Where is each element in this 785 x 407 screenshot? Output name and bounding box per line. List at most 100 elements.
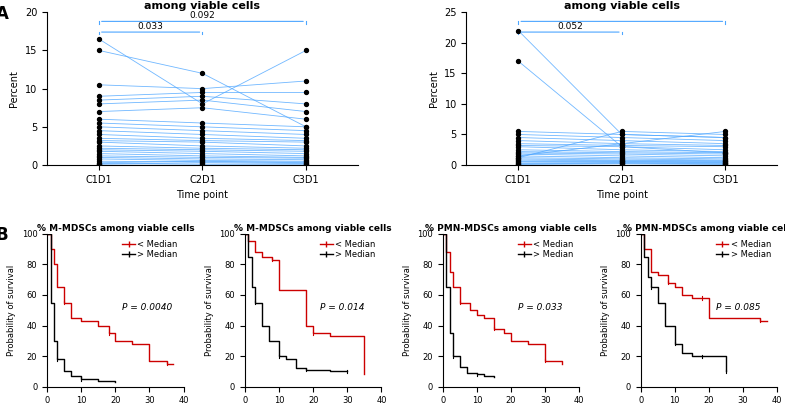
Text: 0.092: 0.092 [189, 11, 215, 20]
Point [300, 156, 312, 163]
Point [615, 143, 628, 150]
Point [719, 155, 732, 162]
Legend: < Median, > Median: < Median, > Median [121, 238, 180, 261]
Point [615, 140, 628, 147]
Point [615, 153, 628, 159]
Point [615, 160, 628, 166]
Point [93, 36, 105, 42]
Point [512, 160, 524, 166]
Point [300, 148, 312, 155]
Title: % PMN-MDSCs among viable cells: % PMN-MDSCs among viable cells [425, 224, 597, 233]
Title: % M-MDSCs among viable cells: % M-MDSCs among viable cells [37, 224, 194, 233]
Point [196, 147, 209, 153]
Point [196, 105, 209, 111]
Text: 0.052: 0.052 [557, 22, 583, 31]
Point [512, 131, 524, 138]
Point [93, 116, 105, 123]
Legend: < Median, > Median: < Median, > Median [714, 238, 773, 261]
Point [719, 157, 732, 163]
Point [300, 145, 312, 151]
Point [196, 154, 209, 161]
Point [615, 142, 628, 149]
Point [300, 124, 312, 130]
Point [300, 78, 312, 84]
Point [615, 155, 628, 162]
Point [615, 149, 628, 156]
Point [300, 131, 312, 138]
Point [196, 124, 209, 130]
Point [196, 93, 209, 100]
Title: % PMN-MDSCs
among viable cells: % PMN-MDSCs among viable cells [564, 0, 680, 11]
Text: P = 0.0040: P = 0.0040 [122, 302, 173, 312]
Point [615, 137, 628, 144]
Point [93, 135, 105, 142]
Point [196, 143, 209, 149]
Point [93, 147, 105, 153]
Point [93, 137, 105, 144]
Point [512, 161, 524, 167]
Point [93, 160, 105, 166]
Point [615, 160, 628, 166]
Point [512, 143, 524, 150]
Point [93, 124, 105, 130]
Point [512, 157, 524, 163]
Point [196, 161, 209, 168]
Point [719, 154, 732, 161]
Point [93, 153, 105, 159]
Point [615, 154, 628, 161]
Point [512, 153, 524, 159]
Point [196, 127, 209, 134]
Y-axis label: Probability of survival: Probability of survival [403, 265, 412, 356]
Point [300, 47, 312, 54]
Point [719, 160, 732, 166]
Point [512, 161, 524, 168]
Point [300, 135, 312, 142]
Point [196, 120, 209, 126]
Point [93, 101, 105, 107]
Y-axis label: Probability of survival: Probability of survival [7, 265, 16, 356]
Point [196, 89, 209, 96]
Text: B: B [0, 226, 9, 244]
Title: % M-MDSCs
among viable cells: % M-MDSCs among viable cells [144, 0, 261, 11]
Point [512, 142, 524, 149]
Point [719, 143, 732, 150]
Point [512, 140, 524, 147]
Legend: < Median, > Median: < Median, > Median [319, 238, 378, 261]
Point [93, 143, 105, 149]
Point [300, 116, 312, 123]
Point [196, 131, 209, 138]
Point [719, 161, 732, 167]
Point [196, 135, 209, 142]
Point [93, 139, 105, 145]
Point [196, 150, 209, 157]
Point [196, 137, 209, 144]
Point [300, 155, 312, 162]
X-axis label: Time point: Time point [177, 190, 228, 200]
Y-axis label: Percent: Percent [429, 70, 439, 107]
Y-axis label: Probability of survival: Probability of survival [205, 265, 214, 356]
Point [615, 159, 628, 165]
Point [93, 145, 105, 151]
Point [93, 127, 105, 134]
Point [615, 161, 628, 167]
Point [512, 134, 524, 141]
Point [93, 81, 105, 88]
Point [719, 158, 732, 164]
Point [196, 153, 209, 159]
Point [512, 154, 524, 161]
Point [300, 150, 312, 157]
Point [300, 160, 312, 166]
Point [196, 157, 209, 164]
Point [719, 161, 732, 168]
Point [615, 148, 628, 155]
Text: 0.033: 0.033 [137, 22, 163, 31]
Point [719, 147, 732, 153]
Point [300, 153, 312, 159]
Y-axis label: Probability of survival: Probability of survival [601, 265, 610, 356]
Point [300, 89, 312, 96]
Point [615, 143, 628, 150]
Point [300, 158, 312, 164]
Point [512, 158, 524, 164]
Point [615, 158, 628, 164]
Point [300, 137, 312, 144]
